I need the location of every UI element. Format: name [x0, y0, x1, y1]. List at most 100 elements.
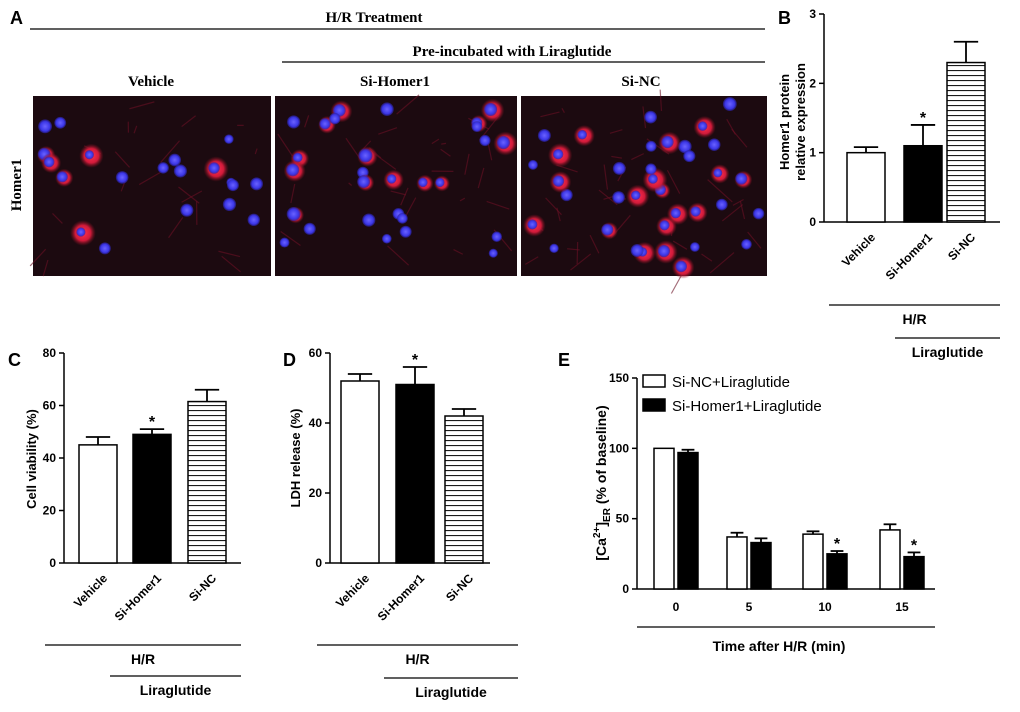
bar: [946, 61, 986, 223]
neurite: [29, 248, 47, 267]
bar: [903, 555, 925, 590]
neurite: [642, 106, 647, 129]
bar: [826, 553, 848, 590]
panel-b-ylabel-line1: Homer1 protein: [777, 74, 792, 170]
panel-b-letter: B: [778, 8, 791, 28]
nucleus: [683, 150, 696, 163]
micrograph-3: [521, 89, 767, 294]
x-tick-label: Si-Homer1: [375, 571, 428, 624]
nucleus: [488, 248, 498, 258]
significance-star: *: [920, 110, 927, 127]
nucleus: [303, 222, 316, 235]
nucleus: [380, 102, 394, 116]
nucleus: [399, 225, 412, 238]
nucleus: [678, 139, 692, 154]
x-tick-label: 10: [818, 600, 832, 614]
bar: [903, 144, 943, 223]
nucleus: [612, 191, 625, 204]
x-tick-label: Si-Homer1: [883, 230, 936, 283]
nucleus: [715, 198, 728, 211]
nucleus: [645, 163, 657, 175]
nucleus: [381, 233, 392, 244]
nucleus: [362, 213, 376, 227]
nucleus: [76, 227, 86, 237]
nucleus: [54, 116, 67, 129]
neurite: [277, 133, 293, 157]
y-tick-label: 1: [809, 146, 816, 160]
nucleus: [279, 237, 290, 248]
bar: [132, 433, 172, 564]
neurite: [221, 255, 241, 273]
panel-a: A H/R Treatment Pre-incubated with Lirag…: [9, 8, 767, 294]
nucleus: [659, 220, 670, 231]
nucleus: [735, 172, 748, 185]
neurite: [556, 207, 561, 222]
nucleus: [224, 134, 234, 144]
nucleus: [319, 118, 331, 130]
x-tick-label: Si-NC: [945, 230, 978, 263]
legend: Si-NC+Liraglutide Si-Homer1+Liraglutide: [642, 374, 822, 415]
preincubation-title: Pre-incubated with Liraglutide: [413, 44, 612, 60]
panel-d-ylabel: LDH release (%): [288, 409, 303, 508]
nucleus: [612, 161, 626, 175]
nucleus: [527, 219, 538, 230]
neurite: [390, 190, 407, 196]
x-tick-label: Si-NC: [443, 571, 476, 604]
nucleus: [479, 134, 491, 147]
nucleus: [661, 135, 674, 149]
bar: [78, 444, 118, 564]
column-title-vehicle: Vehicle: [128, 74, 174, 90]
neurite: [561, 108, 565, 113]
x-tick-label: Vehicle: [839, 230, 878, 269]
panel-b-ylabel-line2: relative expression: [793, 63, 808, 181]
panel-c-ylabel: Cell viability (%): [24, 409, 39, 509]
neurite: [52, 213, 63, 224]
neurite: [659, 89, 663, 112]
y-tick-label: 20: [309, 486, 323, 500]
group-label-hr: H/R: [131, 651, 155, 667]
bar: [187, 400, 227, 564]
bar: [879, 529, 901, 590]
nucleus: [357, 175, 371, 189]
neurite: [603, 164, 609, 190]
nucleus: [180, 203, 194, 217]
nucleus: [287, 115, 301, 129]
nucleus: [689, 242, 700, 252]
neurite: [672, 240, 688, 250]
y-tick-label: 60: [309, 346, 323, 360]
nucleus: [577, 129, 587, 140]
nucleus: [707, 138, 721, 151]
neurite: [709, 252, 735, 274]
nucleus: [630, 244, 644, 258]
panel-d-letter: D: [283, 350, 296, 370]
neurite: [609, 129, 623, 134]
panel-a-letter: A: [10, 8, 23, 28]
column-title-si-nc: Si-NC: [621, 74, 660, 90]
micrograph-panels: [29, 89, 767, 294]
y-tick-label: 2: [809, 76, 816, 90]
legend-label: Si-Homer1+Liraglutide: [672, 398, 822, 415]
x-tick-label: Vehicle: [333, 571, 372, 610]
nucleus: [552, 148, 564, 160]
nucleus: [601, 223, 614, 236]
x-tick-label: Vehicle: [71, 571, 110, 610]
nucleus: [227, 179, 239, 192]
legend-swatch: [642, 374, 666, 388]
bar: [677, 451, 699, 590]
group-label-liraglutide: Liraglutide: [912, 344, 984, 360]
bar: [444, 415, 484, 564]
nucleus: [208, 162, 220, 174]
legend-swatch: [642, 398, 666, 412]
y-tick-label: 0: [49, 556, 56, 570]
neurite: [396, 94, 420, 115]
nucleus: [690, 206, 701, 217]
nucleus: [630, 190, 641, 201]
nucleus: [648, 174, 658, 184]
nucleus: [645, 140, 657, 152]
neurite: [747, 231, 762, 249]
y-tick-label: 40: [43, 451, 57, 465]
nucleus: [250, 177, 264, 191]
nucleus: [222, 197, 237, 212]
column-title-si-homer1: Si-Homer1: [360, 74, 430, 90]
nucleus: [56, 171, 68, 183]
